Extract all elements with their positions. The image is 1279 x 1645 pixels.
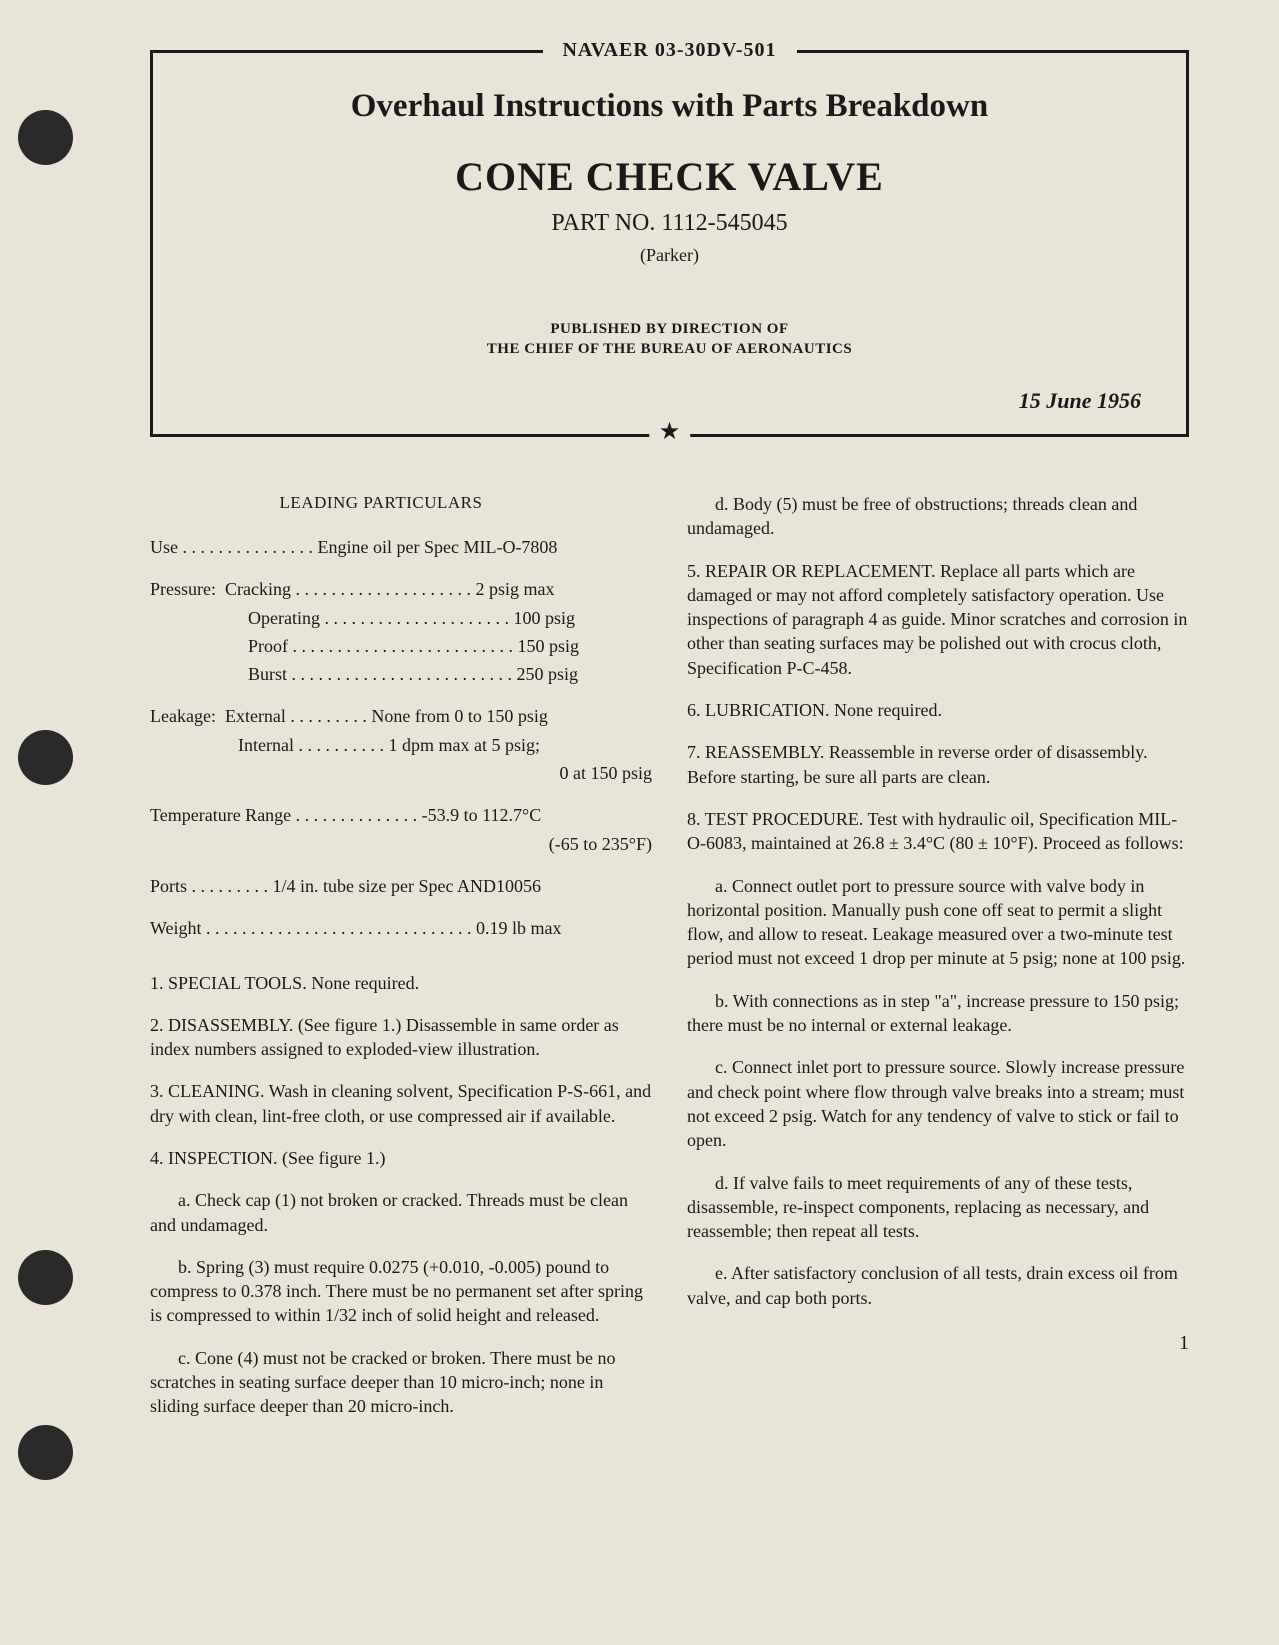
spec-pressure-label: Pressure: <box>150 579 216 599</box>
published-by-line1: PUBLISHED BY DIRECTION OF <box>193 321 1146 338</box>
section-4: 4. INSPECTION. (See figure 1.) <box>150 1146 652 1170</box>
spec-cracking: Cracking . . . . . . . . . . . . . . . .… <box>225 579 554 599</box>
leading-particulars-title: LEADING PARTICULARS <box>180 492 582 515</box>
section-4d: d. Body (5) must be free of obstructions… <box>687 492 1189 541</box>
publication-date: 15 June 1956 <box>193 388 1146 414</box>
section-6: 6. LUBRICATION. None required. <box>687 698 1189 722</box>
component-name: CONE CHECK VALVE <box>193 153 1146 200</box>
section-8e: e. After satisfactory conclusion of all … <box>687 1261 1189 1310</box>
part-number: PART NO. 1112-545045 <box>193 210 1146 237</box>
punch-hole <box>18 1425 73 1480</box>
spec-temp: Temperature Range . . . . . . . . . . . … <box>150 803 652 827</box>
spec-operating: Operating . . . . . . . . . . . . . . . … <box>150 606 652 630</box>
section-4a: a. Check cap (1) not broken or cracked. … <box>150 1188 652 1237</box>
section-8d: d. If valve fails to meet requirements o… <box>687 1171 1189 1244</box>
spec-leakage-label: Leakage: <box>150 706 216 726</box>
spec-use: Use . . . . . . . . . . . . . . . Engine… <box>150 535 652 559</box>
page-number: 1 <box>687 1330 1189 1357</box>
section-5: 5. REPAIR OR REPLACEMENT. Replace all pa… <box>687 559 1189 680</box>
left-column: LEADING PARTICULARS Use . . . . . . . . … <box>150 492 652 1437</box>
punch-hole <box>18 110 73 165</box>
section-4c: c. Cone (4) must not be cracked or broke… <box>150 1346 652 1419</box>
section-7: 7. REASSEMBLY. Reassemble in reverse ord… <box>687 740 1189 789</box>
spec-internal-2: 0 at 150 psig <box>150 761 652 785</box>
spec-external: External . . . . . . . . . None from 0 t… <box>225 706 548 726</box>
published-by-line2: THE CHIEF OF THE BUREAU OF AERONAUTICS <box>193 341 1146 358</box>
section-8a: a. Connect outlet port to pressure sourc… <box>687 874 1189 971</box>
star-divider-icon: ★ <box>649 417 691 446</box>
body-columns: LEADING PARTICULARS Use . . . . . . . . … <box>150 492 1189 1437</box>
spec-pressure: Pressure: Cracking . . . . . . . . . . .… <box>150 577 652 601</box>
document-number: NAVAER 03-30DV-501 <box>542 39 796 62</box>
spec-weight: Weight . . . . . . . . . . . . . . . . .… <box>150 916 652 940</box>
spec-ports: Ports . . . . . . . . . 1/4 in. tube siz… <box>150 874 652 898</box>
spec-internal: Internal . . . . . . . . . . 1 dpm max a… <box>150 733 652 757</box>
spec-leakage: Leakage: External . . . . . . . . . None… <box>150 704 652 728</box>
instructions-title: Overhaul Instructions with Parts Breakdo… <box>193 88 1146 125</box>
spec-temp-2: (-65 to 235°F) <box>150 832 652 856</box>
section-4b: b. Spring (3) must require 0.0275 (+0.01… <box>150 1255 652 1328</box>
punch-hole <box>18 1250 73 1305</box>
right-column: d. Body (5) must be free of obstructions… <box>687 492 1189 1437</box>
section-1: 1. SPECIAL TOOLS. None required. <box>150 971 652 995</box>
spec-burst: Burst . . . . . . . . . . . . . . . . . … <box>150 662 652 686</box>
section-8b: b. With connections as in step "a", incr… <box>687 989 1189 1038</box>
punch-hole <box>18 730 73 785</box>
manufacturer: (Parker) <box>193 245 1146 266</box>
section-8c: c. Connect inlet port to pressure source… <box>687 1055 1189 1152</box>
section-2: 2. DISASSEMBLY. (See figure 1.) Disassem… <box>150 1013 652 1062</box>
spec-proof: Proof . . . . . . . . . . . . . . . . . … <box>150 634 652 658</box>
page-content: NAVAER 03-30DV-501 Overhaul Instructions… <box>0 0 1279 1487</box>
section-8: 8. TEST PROCEDURE. Test with hydraulic o… <box>687 807 1189 856</box>
header-box: NAVAER 03-30DV-501 Overhaul Instructions… <box>150 50 1189 437</box>
section-3: 3. CLEANING. Wash in cleaning solvent, S… <box>150 1079 652 1128</box>
